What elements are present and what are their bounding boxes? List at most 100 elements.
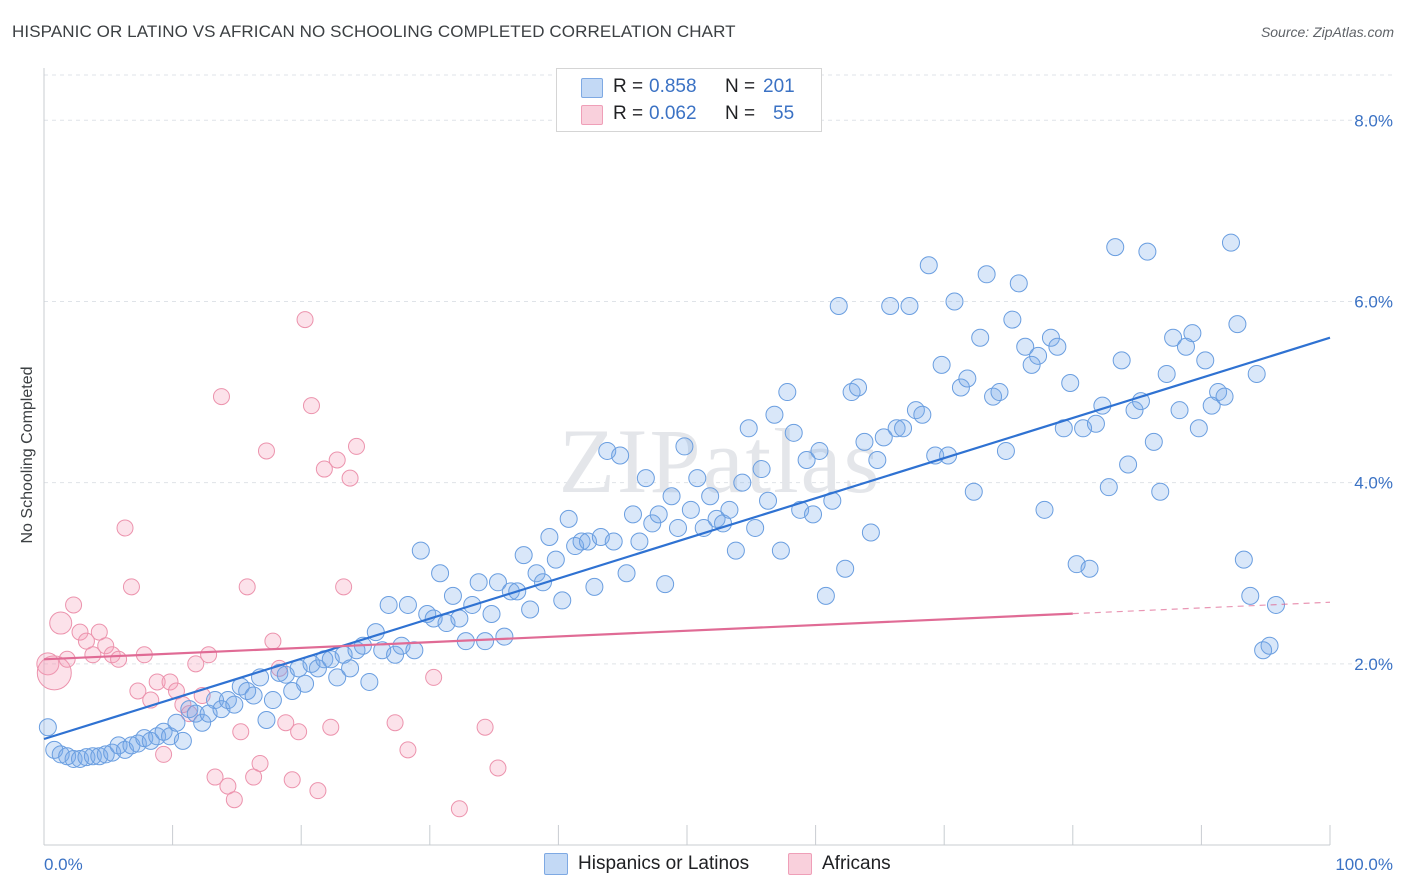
hispanics-point [308,659,327,678]
hispanics-point [1029,346,1048,365]
africans-point [71,623,89,641]
trend-lines [43,336,1331,741]
y-tick-label: 2.0% [1354,655,1393,674]
hispanics-point [604,532,623,551]
africans-point [399,741,417,759]
hispanics-point [1215,387,1234,406]
hispanics-point [874,428,893,447]
hispanics-point [1061,374,1080,392]
hispanics-point [701,487,720,506]
hispanics-point [919,256,938,275]
hispanics-point [662,487,681,506]
hispanics-point [829,297,848,315]
hispanics-point [411,541,430,560]
hispanics-point [868,451,887,469]
n-label: N = [725,103,756,124]
hispanics-point [842,383,861,402]
axes [43,68,1331,846]
africans-point [283,771,301,789]
hispanics-point [1234,550,1253,569]
hispanics-point [193,713,212,732]
hispanics-point [894,419,913,438]
africans-point [187,655,205,673]
hispanics-point [109,736,128,755]
hispanics-point [96,745,115,764]
r-value: 0.062 [649,103,697,124]
legend-item-hispanics[interactable]: Hispanics or Latinos [544,850,749,878]
x-tick-labels: 0.0% 100.0% [44,855,1393,874]
hispanics-point [990,383,1009,402]
hispanics-point [984,387,1003,406]
y-tick-label: 4.0% [1354,474,1393,493]
africans-trend-line [43,612,1073,661]
africans-point [386,714,404,732]
africans-point [36,655,72,691]
hispanics-point [784,423,803,442]
r-value: 0.858 [649,76,697,97]
stats-legend-box: R = 0.858 N = 201 R = 0.062 N = 55 [556,68,822,132]
hispanics-point [739,419,758,438]
hispanics-point [611,446,630,465]
hispanics-trend-line [43,336,1331,741]
hispanics-point [148,727,167,746]
hispanics-point [141,731,160,750]
hispanics-point [971,328,990,347]
hispanics-point [656,575,675,594]
hispanics-point [379,595,398,614]
africans-point [251,754,269,772]
hispanics-point [482,605,501,623]
hispanics-point [186,704,205,723]
africans-point [238,578,256,596]
hispanics-point [167,713,186,732]
hispanics-point [495,627,514,646]
hispanics-point [1157,364,1176,383]
africans-point [489,759,507,777]
hispanics-point [1241,586,1260,605]
hispanics-point [752,460,771,479]
hispanics-point [649,505,668,524]
y-tick-label: 6.0% [1354,292,1393,311]
legend-label: Hispanics or Latinos [578,853,750,874]
legend-label: Africans [822,853,891,874]
hispanics-point [360,672,379,691]
africans-point [315,460,333,478]
hispanics-point [77,748,96,767]
hispanics-point [623,505,642,524]
hispanics-point [540,528,559,546]
hispanics-point [443,586,462,605]
africans-point [264,632,282,650]
hispanics-point [1086,414,1105,433]
hispanics-point [450,609,469,628]
hispanics-point [913,405,932,424]
hispanics-point [951,378,970,397]
africans-point [309,782,327,800]
n-label: N = [725,76,756,97]
africans-point [341,469,359,487]
hispanics-point [668,518,687,537]
legend-item-africans[interactable]: Africans [788,850,891,878]
hispanics-point [1048,337,1067,356]
hispanics-point [746,518,765,537]
hispanics-point [1003,310,1022,329]
hispanics-point [1009,274,1028,293]
y-tick-labels: 2.0% 4.0% 6.0% 8.0% [1354,111,1393,674]
africans-point [49,611,73,635]
africans-point [328,451,346,469]
hispanics-point [906,401,925,420]
hispanics-point [1106,238,1125,257]
hispanics-point [636,469,655,488]
hispanics-point [726,541,745,560]
africans-point [155,745,173,763]
hispanics-point [521,600,540,619]
hispanics-point [1221,233,1240,252]
hispanics-point [386,645,405,664]
hispanics-point [836,559,855,578]
hispanics-point [1022,355,1041,374]
hispanics-point [810,441,829,460]
africans-points [36,311,507,818]
hispanics-point [225,695,244,714]
hispanics-point [932,355,951,374]
africans-point [97,637,115,655]
hispanics-point [38,718,57,737]
hispanics-point [173,731,192,750]
